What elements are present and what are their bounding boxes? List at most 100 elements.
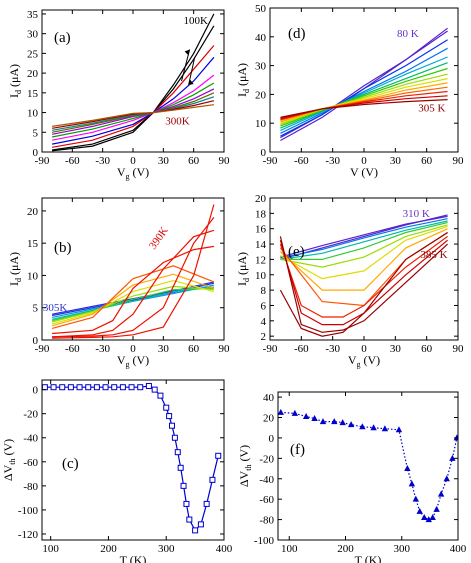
x-tick-label: 30	[390, 155, 402, 167]
data-point	[425, 516, 432, 523]
y-axis-label: Id (μA)	[7, 252, 23, 286]
y-tick-label: 50	[255, 3, 267, 15]
x-tick-label: -30	[95, 155, 110, 167]
y-axis-label: Id (μA)	[235, 252, 251, 286]
data-point	[166, 413, 173, 420]
data-point	[59, 384, 66, 391]
data-point	[180, 482, 187, 489]
series-line	[279, 231, 448, 337]
series-line	[279, 228, 448, 291]
data-point	[395, 426, 403, 433]
y-tick-label: -100	[254, 535, 275, 547]
data-point	[85, 384, 92, 391]
y-tick-label: -80	[259, 515, 274, 527]
series-line	[280, 73, 448, 126]
data-point	[174, 449, 181, 456]
series-line	[52, 217, 215, 338]
x-tick-label: 60	[188, 343, 200, 355]
plot-frame	[277, 391, 459, 541]
y-tick-label: 6	[261, 300, 267, 312]
series-line	[52, 245, 214, 335]
data-point	[302, 412, 310, 419]
annotation-label: 305 K	[418, 103, 445, 115]
data-point	[157, 392, 164, 399]
data-point	[412, 495, 420, 502]
y-tick-label: 5	[33, 127, 39, 139]
x-tick-label: -90	[35, 343, 50, 355]
chart-panel: -90 -60 -30 0 30 60 90 0 5 10 15 20 Vg (V) Id (μA) (b)…	[7, 197, 231, 369]
series-line	[51, 82, 215, 138]
data-point	[145, 383, 152, 390]
y-tick-label: 35	[27, 9, 39, 21]
y-tick-label: 18	[255, 208, 267, 220]
sweep-arrow-head	[184, 49, 190, 56]
series-group	[278, 408, 458, 523]
data-point	[128, 384, 135, 391]
data-point	[42, 384, 48, 391]
data-point	[381, 425, 389, 432]
y-tick-label: 0	[261, 147, 267, 159]
data-point	[186, 516, 193, 523]
plot-frame	[41, 379, 225, 541]
y-tick-label: -120	[18, 529, 39, 541]
series-group	[280, 27, 448, 142]
y-tick-label: -40	[23, 433, 38, 445]
panel-label: (b)	[54, 240, 72, 256]
data-point	[429, 514, 436, 521]
data-point	[151, 386, 158, 393]
series-line	[280, 39, 448, 137]
data-point	[311, 415, 318, 422]
y-tick-label: 0	[269, 433, 275, 445]
x-tick-label: 30	[158, 155, 170, 167]
series-line	[51, 265, 215, 329]
series-line	[280, 218, 448, 259]
y-axis-label: ΔVth (V)	[1, 439, 17, 481]
annotation-label: 305K	[43, 302, 68, 314]
y-tick-label: 15	[27, 88, 39, 100]
series-line	[280, 222, 448, 260]
x-tick-label: -90	[263, 343, 278, 355]
series-line	[280, 215, 448, 258]
x-tick-label: 300	[394, 543, 411, 555]
series-line	[51, 281, 215, 315]
y-tick-label: 20	[27, 206, 39, 218]
series-line	[279, 236, 449, 333]
x-tick-label: 90	[219, 343, 231, 355]
data-point	[111, 384, 118, 391]
x-tick-label: 0	[130, 155, 136, 167]
y-tick-label: 4	[261, 316, 267, 328]
annotation-label: 80 K	[397, 28, 419, 40]
data-point	[197, 521, 204, 528]
x-tick-label: 200	[100, 543, 117, 555]
data-point	[203, 500, 210, 507]
x-tick-label: -30	[325, 343, 340, 355]
y-tick-label: 2	[261, 331, 267, 343]
data-point	[331, 418, 338, 425]
y-tick-label: 40	[263, 392, 275, 404]
data-point	[437, 490, 445, 497]
y-tick-label: 30	[27, 29, 39, 41]
x-tick-label: 0	[361, 155, 367, 167]
x-tick-label: 90	[453, 155, 465, 167]
data-point	[433, 505, 440, 512]
chart-panel: 100 200 300 400 0 -20 -40 -60 -80 -100 -120 T (K) ΔV…	[1, 379, 233, 563]
x-tick-label: -60	[65, 155, 80, 167]
x-tick-label: -60	[294, 155, 309, 167]
data-point	[93, 384, 100, 391]
x-tick-label: 30	[158, 343, 170, 355]
y-tick-label: -40	[259, 474, 274, 486]
series-line	[51, 287, 214, 322]
series-line	[52, 25, 215, 151]
x-tick-label: 400	[450, 543, 467, 555]
x-tick-label: 100	[281, 543, 298, 555]
x-tick-label: 300	[158, 543, 175, 555]
x-tick-label: 400	[216, 543, 233, 555]
y-tick-label: 14	[255, 239, 267, 251]
y-tick-label: 5	[33, 303, 39, 315]
panel-label: (c)	[62, 456, 79, 472]
series-line	[280, 67, 448, 127]
series-line	[279, 235, 448, 318]
series-group	[42, 383, 222, 534]
data-point	[404, 465, 411, 472]
y-tick-label: 40	[255, 32, 267, 44]
